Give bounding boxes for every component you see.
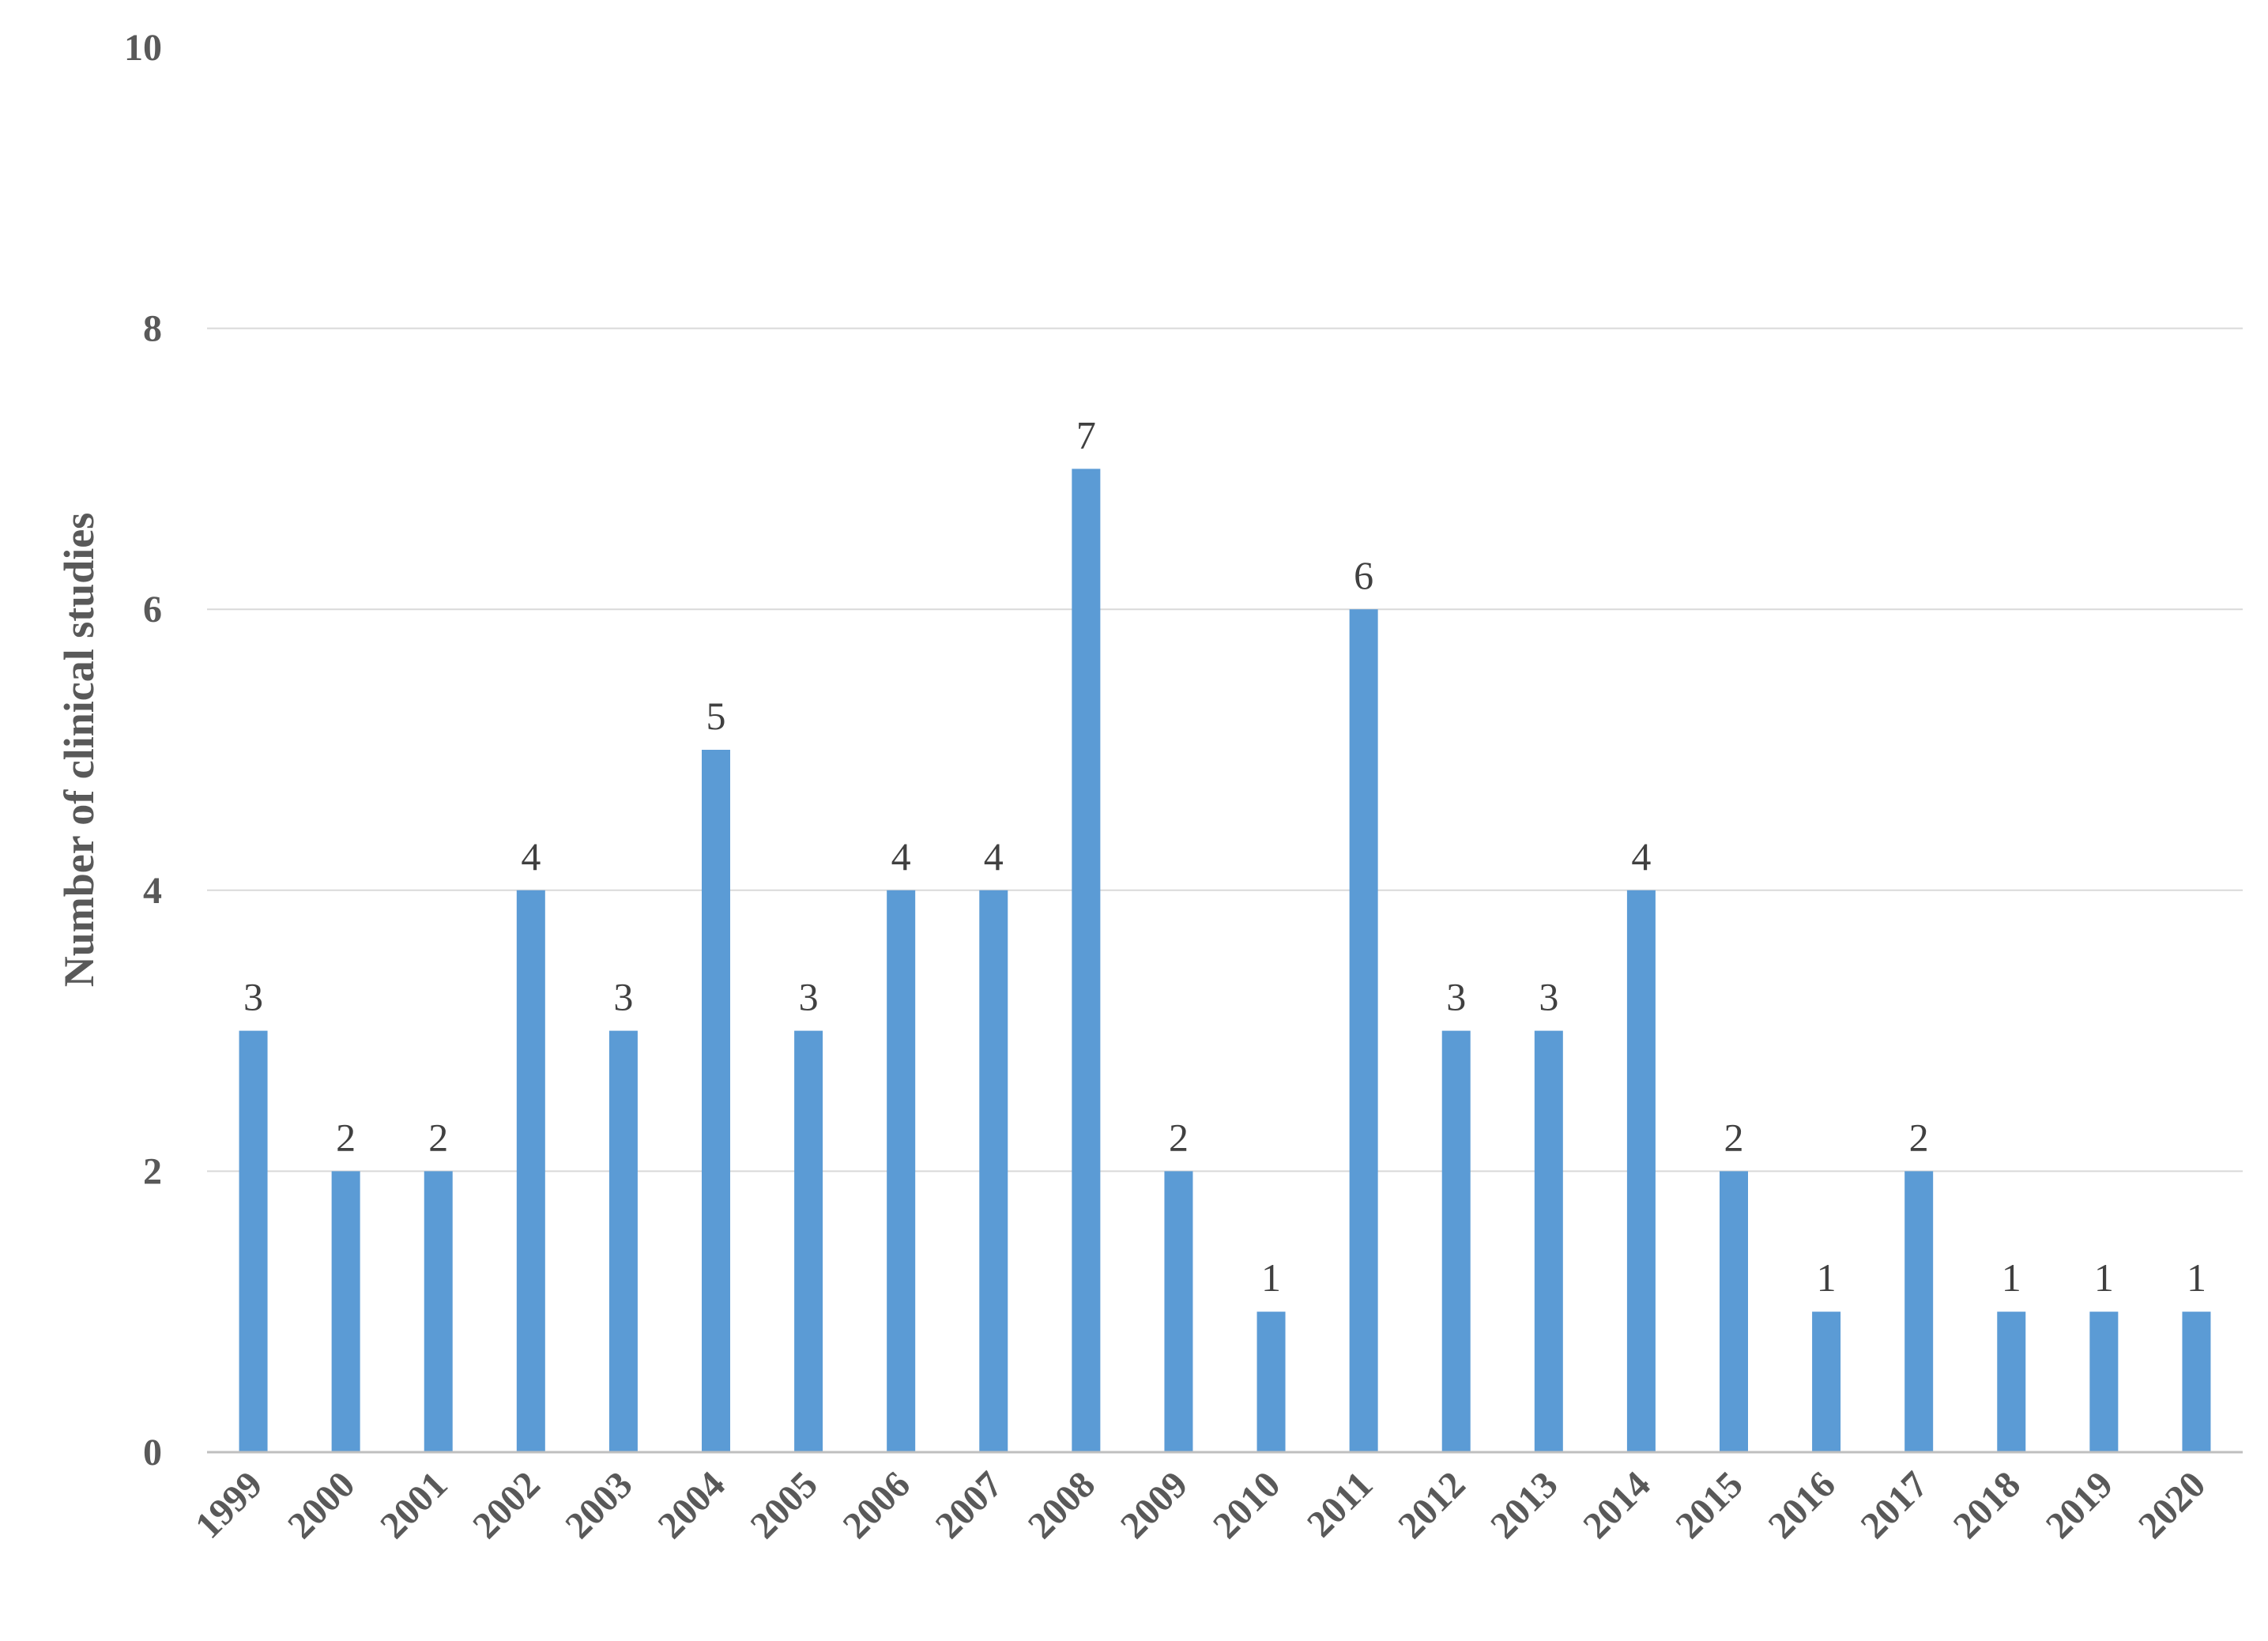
data-label: 4 [521, 834, 541, 879]
data-label: 2 [1169, 1115, 1189, 1159]
bar-2013 [1534, 1030, 1563, 1452]
x-tick-label: 2007 [928, 1463, 1011, 1546]
data-label: 1 [1261, 1255, 1281, 1300]
x-tick-label: 2006 [835, 1463, 918, 1546]
data-label: 6 [1354, 553, 1373, 597]
y-tick-label: 2 [143, 1150, 162, 1192]
bar-2002 [516, 890, 545, 1452]
x-tick-label: 2004 [650, 1463, 733, 1546]
x-tick-label: 2003 [557, 1463, 640, 1546]
bar-2005 [794, 1030, 823, 1452]
bar-2015 [1720, 1171, 1748, 1452]
bar-2014 [1626, 890, 1656, 1452]
data-label: 1 [2187, 1255, 2206, 1300]
data-label: 4 [1631, 834, 1651, 879]
bar-2019 [2089, 1312, 2119, 1452]
data-label: 3 [1446, 975, 1466, 1019]
bar-2018 [1997, 1312, 2026, 1452]
bar-2010 [1256, 1312, 1286, 1452]
y-tick-label: 6 [143, 589, 162, 630]
x-tick-label: 2002 [465, 1463, 548, 1546]
data-label: 2 [1724, 1115, 1744, 1159]
bar-2012 [1441, 1030, 1471, 1452]
y-tick-label: 0 [143, 1432, 162, 1474]
x-tick-label: 2020 [2130, 1463, 2213, 1546]
x-tick-label: 2008 [1020, 1463, 1103, 1546]
bar-2017 [1904, 1171, 1934, 1452]
bar-2008 [1072, 469, 1101, 1452]
data-label: 3 [243, 975, 263, 1019]
data-label: 2 [336, 1115, 356, 1159]
x-axis-ticks: 1999 2000 2001 2002 2003 2004 2005 2006 2007 2008… [187, 1463, 2213, 1546]
data-label: 1 [2094, 1255, 2114, 1300]
y-tick-label: 4 [143, 870, 162, 912]
x-tick-label: 2019 [2038, 1463, 2121, 1546]
data-label: 1 [1817, 1255, 1837, 1300]
x-tick-label: 2010 [1205, 1463, 1288, 1546]
x-tick-label: 2012 [1390, 1463, 1473, 1546]
data-label: 3 [799, 975, 819, 1019]
x-tick-label: 1999 [187, 1463, 270, 1546]
x-tick-label: 2000 [280, 1463, 363, 1546]
bar-2003 [608, 1030, 638, 1452]
bar-1999 [239, 1030, 268, 1452]
bars [239, 469, 2211, 1453]
data-labels: 3 2 2 4 3 5 3 4 4 7 2 1 6 3 3 4 2 1 2 1 1 1 [243, 412, 2206, 1300]
bar-2009 [1164, 1171, 1193, 1452]
data-label: 7 [1076, 412, 1096, 457]
x-tick-label: 2014 [1575, 1463, 1658, 1546]
bar-2001 [424, 1171, 453, 1452]
data-label: 2 [428, 1115, 448, 1159]
bar-2011 [1349, 609, 1378, 1453]
bar-2016 [1812, 1312, 1841, 1452]
data-label: 3 [613, 975, 633, 1019]
bar-2007 [979, 890, 1008, 1452]
data-label: 4 [891, 834, 911, 879]
x-tick-label: 2005 [743, 1463, 826, 1546]
bar-2000 [331, 1171, 360, 1452]
bar-2020 [2182, 1312, 2211, 1452]
x-tick-label: 2017 [1853, 1463, 1936, 1546]
data-label: 4 [984, 834, 1004, 879]
bar-2004 [702, 750, 730, 1452]
gridlines [207, 327, 2243, 1172]
data-label: 5 [706, 694, 726, 738]
data-label: 3 [1539, 975, 1558, 1019]
data-label: 1 [2002, 1255, 2021, 1300]
x-tick-label: 2016 [1761, 1463, 1844, 1546]
y-tick-label: 8 [143, 308, 162, 350]
x-tick-label: 2011 [1299, 1463, 1381, 1545]
y-axis-title: Number of clinical studies [55, 513, 103, 988]
x-tick-label: 2015 [1667, 1463, 1750, 1546]
x-tick-label: 2001 [372, 1463, 455, 1546]
y-tick-label: 10 [124, 27, 162, 69]
data-label: 2 [1909, 1115, 1929, 1159]
x-tick-label: 2009 [1113, 1463, 1196, 1546]
bar-2006 [887, 890, 916, 1452]
x-tick-label: 2013 [1482, 1463, 1565, 1546]
x-tick-label: 2018 [1946, 1463, 2029, 1546]
y-axis-ticks: 0 2 4 6 8 10 [124, 27, 162, 1474]
